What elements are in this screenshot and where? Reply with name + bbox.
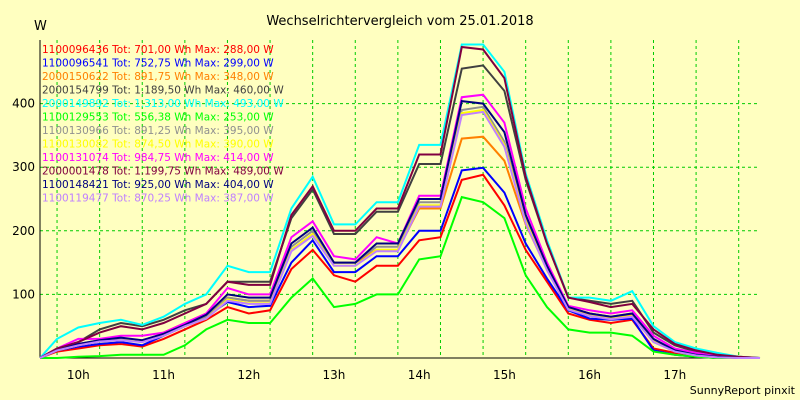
legend-entry-2000154799: 2000154799 Tot: 1.189,50 Wh Max: 460,00 …: [42, 85, 284, 97]
x-tick-label: 14h: [408, 368, 431, 382]
x-tick-label: 10h: [67, 368, 90, 382]
legend-entry-1100131074: 1100131074 Tot: 984,75 Wh Max: 414,00 W: [42, 152, 274, 164]
x-tick-label: 17h: [663, 368, 686, 382]
x-tick-label: 15h: [493, 368, 516, 382]
y-tick-label: 300: [12, 160, 35, 174]
y-tick-label: 400: [12, 97, 35, 111]
y-tick-label: 100: [12, 287, 35, 301]
legend-entry-1100096541: 1100096541 Tot: 752,75 Wh Max: 299,00 W: [42, 58, 274, 70]
legend-entry-1100096436: 1100096436 Tot: 701,00 Wh Max: 288,00 W: [42, 44, 274, 56]
series-line-1100129553: [40, 195, 760, 359]
y-tick-label: 200: [12, 224, 35, 238]
series-lines: [39, 43, 761, 359]
legend-entry-1100130966: 1100130966 Tot: 891,25 Wh Max: 395,00 W: [42, 125, 274, 137]
legend: 1100096436 Tot: 701,00 Wh Max: 288,00 W 1…: [42, 44, 284, 205]
legend-entry-1100119477: 1100119477 Tot: 870,25 Wh Max: 387,00 W: [42, 193, 274, 205]
legend-entry-1100129553: 1100129553 Tot: 556,38 Wh Max: 253,00 W: [42, 112, 274, 124]
chart-title: Wechselrichtervergleich vom 25.01.2018: [266, 14, 533, 29]
legend-entry-1100148421: 1100148421 Tot: 925,00 Wh Max: 404,00 W: [42, 179, 274, 191]
x-tick-label: 13h: [323, 368, 346, 382]
series-line-1100096541: [39, 166, 760, 359]
footer-credit: SunnyReport pinxit: [690, 384, 796, 397]
series-line-1100148421: [39, 100, 760, 359]
tick-labels: 100 200 300 400 10h 11h 12h 13h 14h 15h 16h 17h: [12, 97, 686, 382]
x-tick-label: 16h: [578, 368, 601, 382]
grid-lines: [40, 40, 760, 358]
y-axis-label: W: [34, 19, 47, 34]
legend-entry-2000149892: 2000149892 Tot: 1.313,00 Wh Max: 493,00 …: [42, 98, 284, 110]
legend-entry-2000150622: 2000150622 Tot: 891,75 Wh Max: 348,00 W: [42, 71, 274, 83]
series-line-2000001478: [39, 45, 761, 359]
x-tick-label: 12h: [237, 368, 260, 382]
series-line-2000149892: [39, 43, 761, 359]
legend-entry-1100130082: 1100130082 Tot: 874,50 Wh Max: 390,00 W: [42, 139, 274, 151]
axes: [39, 40, 760, 359]
series-line-1100119477: [39, 110, 760, 359]
x-tick-label: 11h: [152, 368, 175, 382]
legend-entry-2000001478: 2000001478 Tot: 1.199,75 Wh Max: 489,00 …: [42, 166, 284, 178]
